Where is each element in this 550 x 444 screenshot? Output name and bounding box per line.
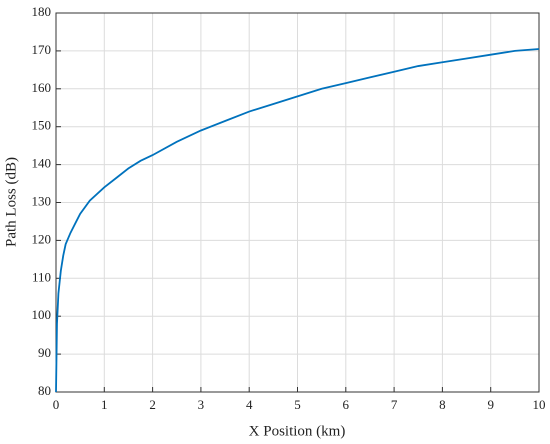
x-axis-label: X Position (km)	[249, 423, 346, 439]
x-tick-label: 9	[487, 397, 494, 412]
y-tick-label: 90	[38, 345, 51, 360]
x-tick-label: 4	[246, 397, 253, 412]
y-tick-label: 80	[38, 383, 51, 398]
y-tick-label: 150	[32, 118, 52, 133]
y-tick-label: 110	[32, 269, 51, 284]
y-tick-label: 170	[32, 42, 52, 57]
plot-frame	[55, 12, 540, 393]
x-tick-label: 0	[53, 397, 60, 412]
y-tick-label: 180	[32, 4, 52, 19]
y-tick-label: 120	[32, 231, 52, 246]
x-tick-label: 2	[149, 397, 156, 412]
data-line	[55, 48, 540, 393]
x-tick-label: 8	[439, 397, 446, 412]
y-tick-label: 160	[32, 80, 52, 95]
x-tick-label: 7	[391, 397, 398, 412]
x-tick-label: 3	[198, 397, 205, 412]
y-tick-label: 100	[32, 307, 52, 322]
x-tick-label: 10	[533, 397, 546, 412]
x-tick-label: 1	[101, 397, 108, 412]
y-tick-label: 140	[32, 156, 52, 171]
x-tick-label: 5	[294, 397, 301, 412]
y-tick-label: 130	[32, 193, 52, 208]
x-tick-label: 6	[343, 397, 350, 412]
y-axis-label: Path Loss (dB)	[3, 157, 19, 247]
